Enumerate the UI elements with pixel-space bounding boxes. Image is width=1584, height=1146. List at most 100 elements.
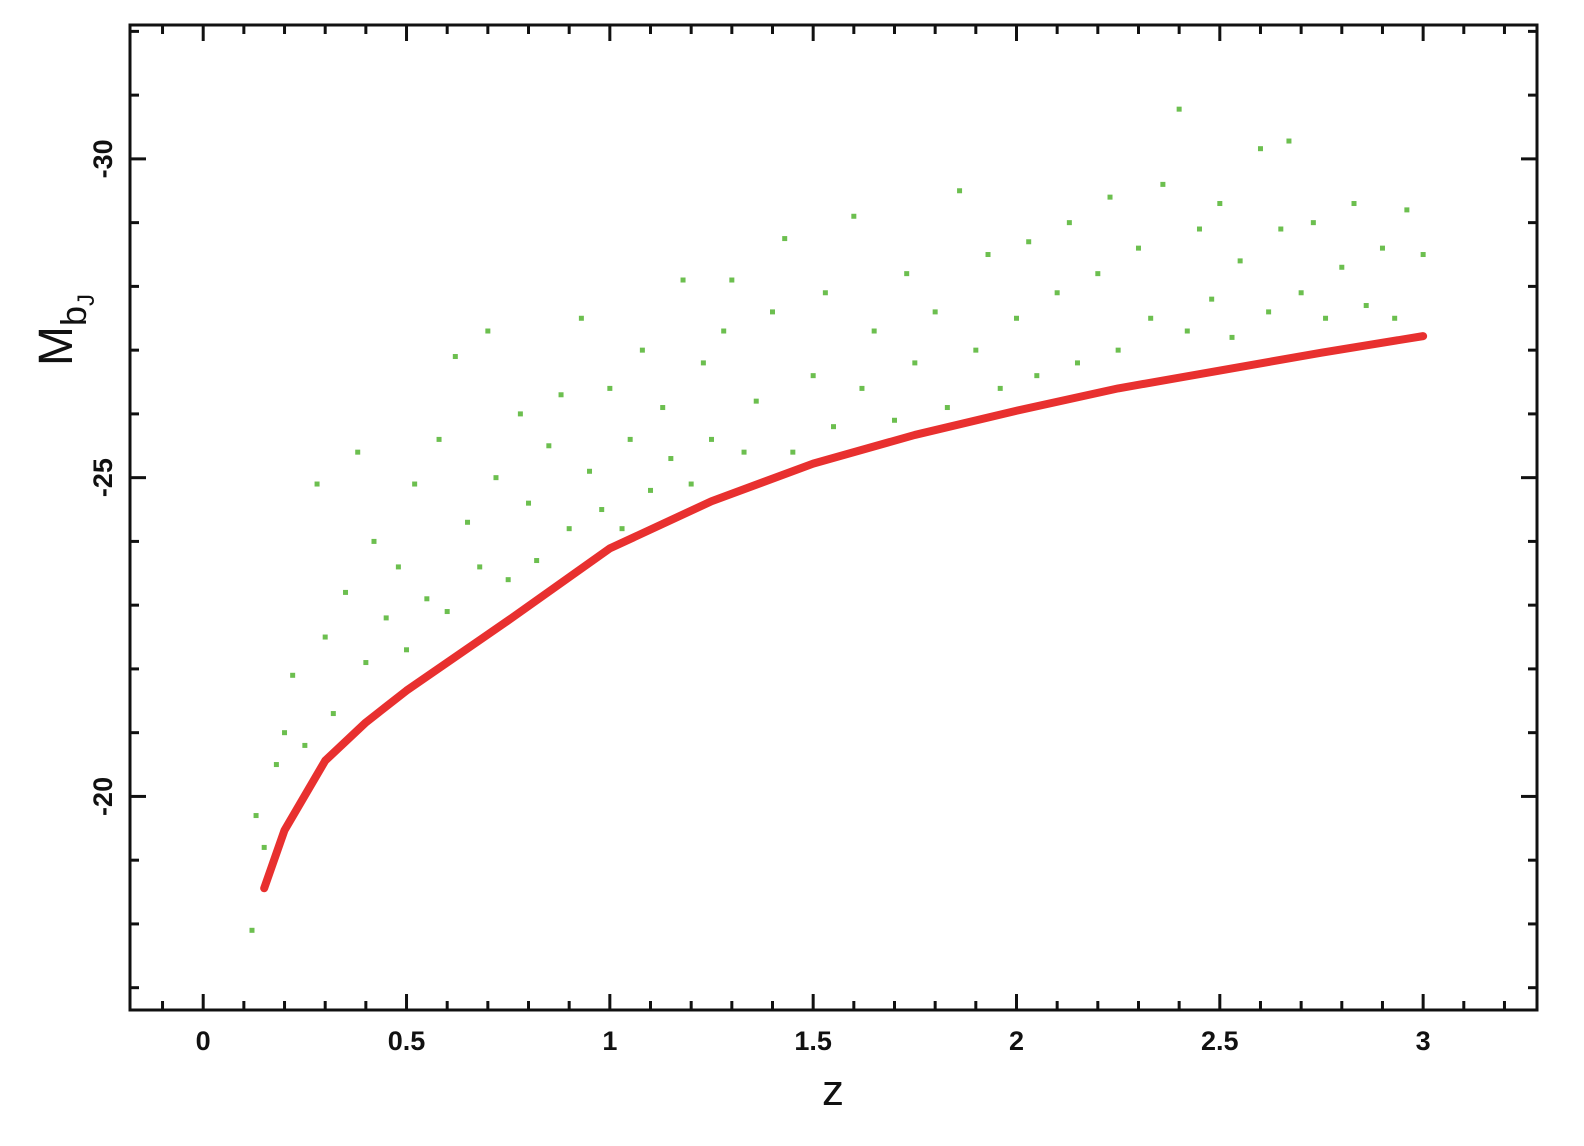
scatter-point	[957, 188, 963, 194]
scatter-point	[1034, 373, 1040, 379]
scatter-point	[1066, 220, 1072, 226]
plot-area	[249, 106, 1428, 933]
scatter-point	[485, 328, 491, 334]
scatter-point	[859, 385, 865, 391]
curve	[260, 332, 1428, 893]
scatter-point	[253, 813, 259, 819]
scatter-point	[1266, 309, 1272, 315]
scatter-point	[1404, 207, 1410, 213]
scatter-point	[1054, 290, 1060, 296]
y-tick-label-group: -30	[88, 139, 118, 178]
scatter-point	[363, 660, 369, 666]
scatter-point	[831, 424, 836, 430]
scatter-point	[493, 475, 499, 481]
scatter-point	[371, 538, 377, 544]
scatter-point	[404, 647, 410, 653]
scatter-point	[1257, 146, 1263, 152]
x-tick-label: 2	[1009, 1026, 1024, 1056]
scatter-point	[1209, 296, 1215, 302]
scatter-point	[1107, 194, 1113, 200]
scatter-point	[648, 487, 654, 493]
scatter-point	[273, 762, 279, 768]
scatter-point	[578, 315, 584, 321]
scatter-point	[741, 449, 747, 455]
scatter-point	[688, 481, 694, 487]
scatter-point	[546, 443, 552, 449]
x-tick-label: 1	[602, 1026, 617, 1056]
scatter-point	[1013, 315, 1019, 321]
scatter-point	[871, 328, 877, 334]
scatter-point	[619, 526, 625, 532]
scatter-point	[904, 271, 910, 277]
scatter-point	[477, 564, 483, 570]
scatter-point	[944, 405, 950, 411]
scatter-point	[985, 252, 991, 258]
scatter-point	[1229, 334, 1235, 340]
scatter-point	[1196, 226, 1202, 232]
scatter-point	[599, 507, 605, 513]
scatter-point	[249, 927, 255, 933]
scatter-point	[1420, 252, 1426, 258]
scatter-point	[412, 481, 418, 487]
scatter-point	[700, 360, 706, 366]
scatter-point	[1351, 201, 1357, 207]
plot-frame	[128, 23, 1539, 1012]
y-tick-label-group: -25	[88, 458, 118, 497]
scatter-point	[424, 596, 430, 602]
scatter-point	[314, 481, 320, 487]
x-tick-label: 0	[196, 1026, 211, 1056]
scatter-point	[505, 577, 511, 583]
scatter-point	[1160, 181, 1166, 187]
scatter-point	[444, 609, 450, 615]
scatter-point	[721, 328, 727, 334]
y-axis-title: MbJ	[30, 294, 100, 366]
scatter-point	[668, 456, 674, 462]
scatter-point	[790, 449, 796, 455]
scatter-point	[1339, 264, 1345, 270]
scatter-point	[465, 519, 471, 525]
scatter-point	[330, 711, 336, 717]
scatter-point	[1363, 303, 1369, 309]
x-tick-label: 2.5	[1201, 1026, 1239, 1056]
scatter-point	[810, 373, 816, 379]
scatter-point	[290, 672, 296, 678]
scatter-point	[1074, 360, 1080, 366]
x-tick-label: 3	[1416, 1026, 1431, 1056]
scatter-point	[343, 589, 349, 595]
scatter-point	[261, 844, 267, 850]
y-tick-label: -25	[88, 458, 118, 497]
scatter-point	[1298, 290, 1304, 296]
y-tick-label: -30	[88, 139, 118, 178]
x-tick-label: 1.5	[794, 1026, 832, 1056]
scatter-point	[973, 347, 979, 353]
scatter-point	[1278, 226, 1284, 232]
scatter-point	[729, 277, 735, 283]
scatter-point	[534, 558, 540, 564]
scatter-point	[1323, 315, 1329, 321]
scatter-point	[1095, 271, 1101, 277]
scatter-point	[302, 742, 308, 748]
scatter-point	[558, 392, 564, 398]
y-axis-title-text: MbJ	[30, 294, 100, 366]
scatter-point	[607, 385, 613, 391]
scatter-point	[709, 436, 715, 442]
scatter-point	[355, 449, 361, 455]
scatter-point	[1217, 201, 1223, 207]
scatter-point	[680, 277, 686, 283]
scatter-point	[851, 213, 857, 219]
scatter-point	[1184, 328, 1190, 334]
scatter-point	[1148, 315, 1154, 321]
y-tick-label-group: -20	[88, 777, 118, 816]
scatter-point	[1286, 138, 1292, 144]
scatter-point	[383, 615, 389, 621]
scatter-point	[1392, 315, 1398, 321]
scatter-point	[1135, 245, 1141, 251]
scatter-point	[566, 526, 572, 532]
scatter-point	[452, 354, 458, 360]
y-title-main: M	[30, 326, 83, 366]
scatter-point	[822, 290, 828, 296]
scatter-point	[891, 417, 897, 423]
scatter-point	[395, 564, 401, 570]
